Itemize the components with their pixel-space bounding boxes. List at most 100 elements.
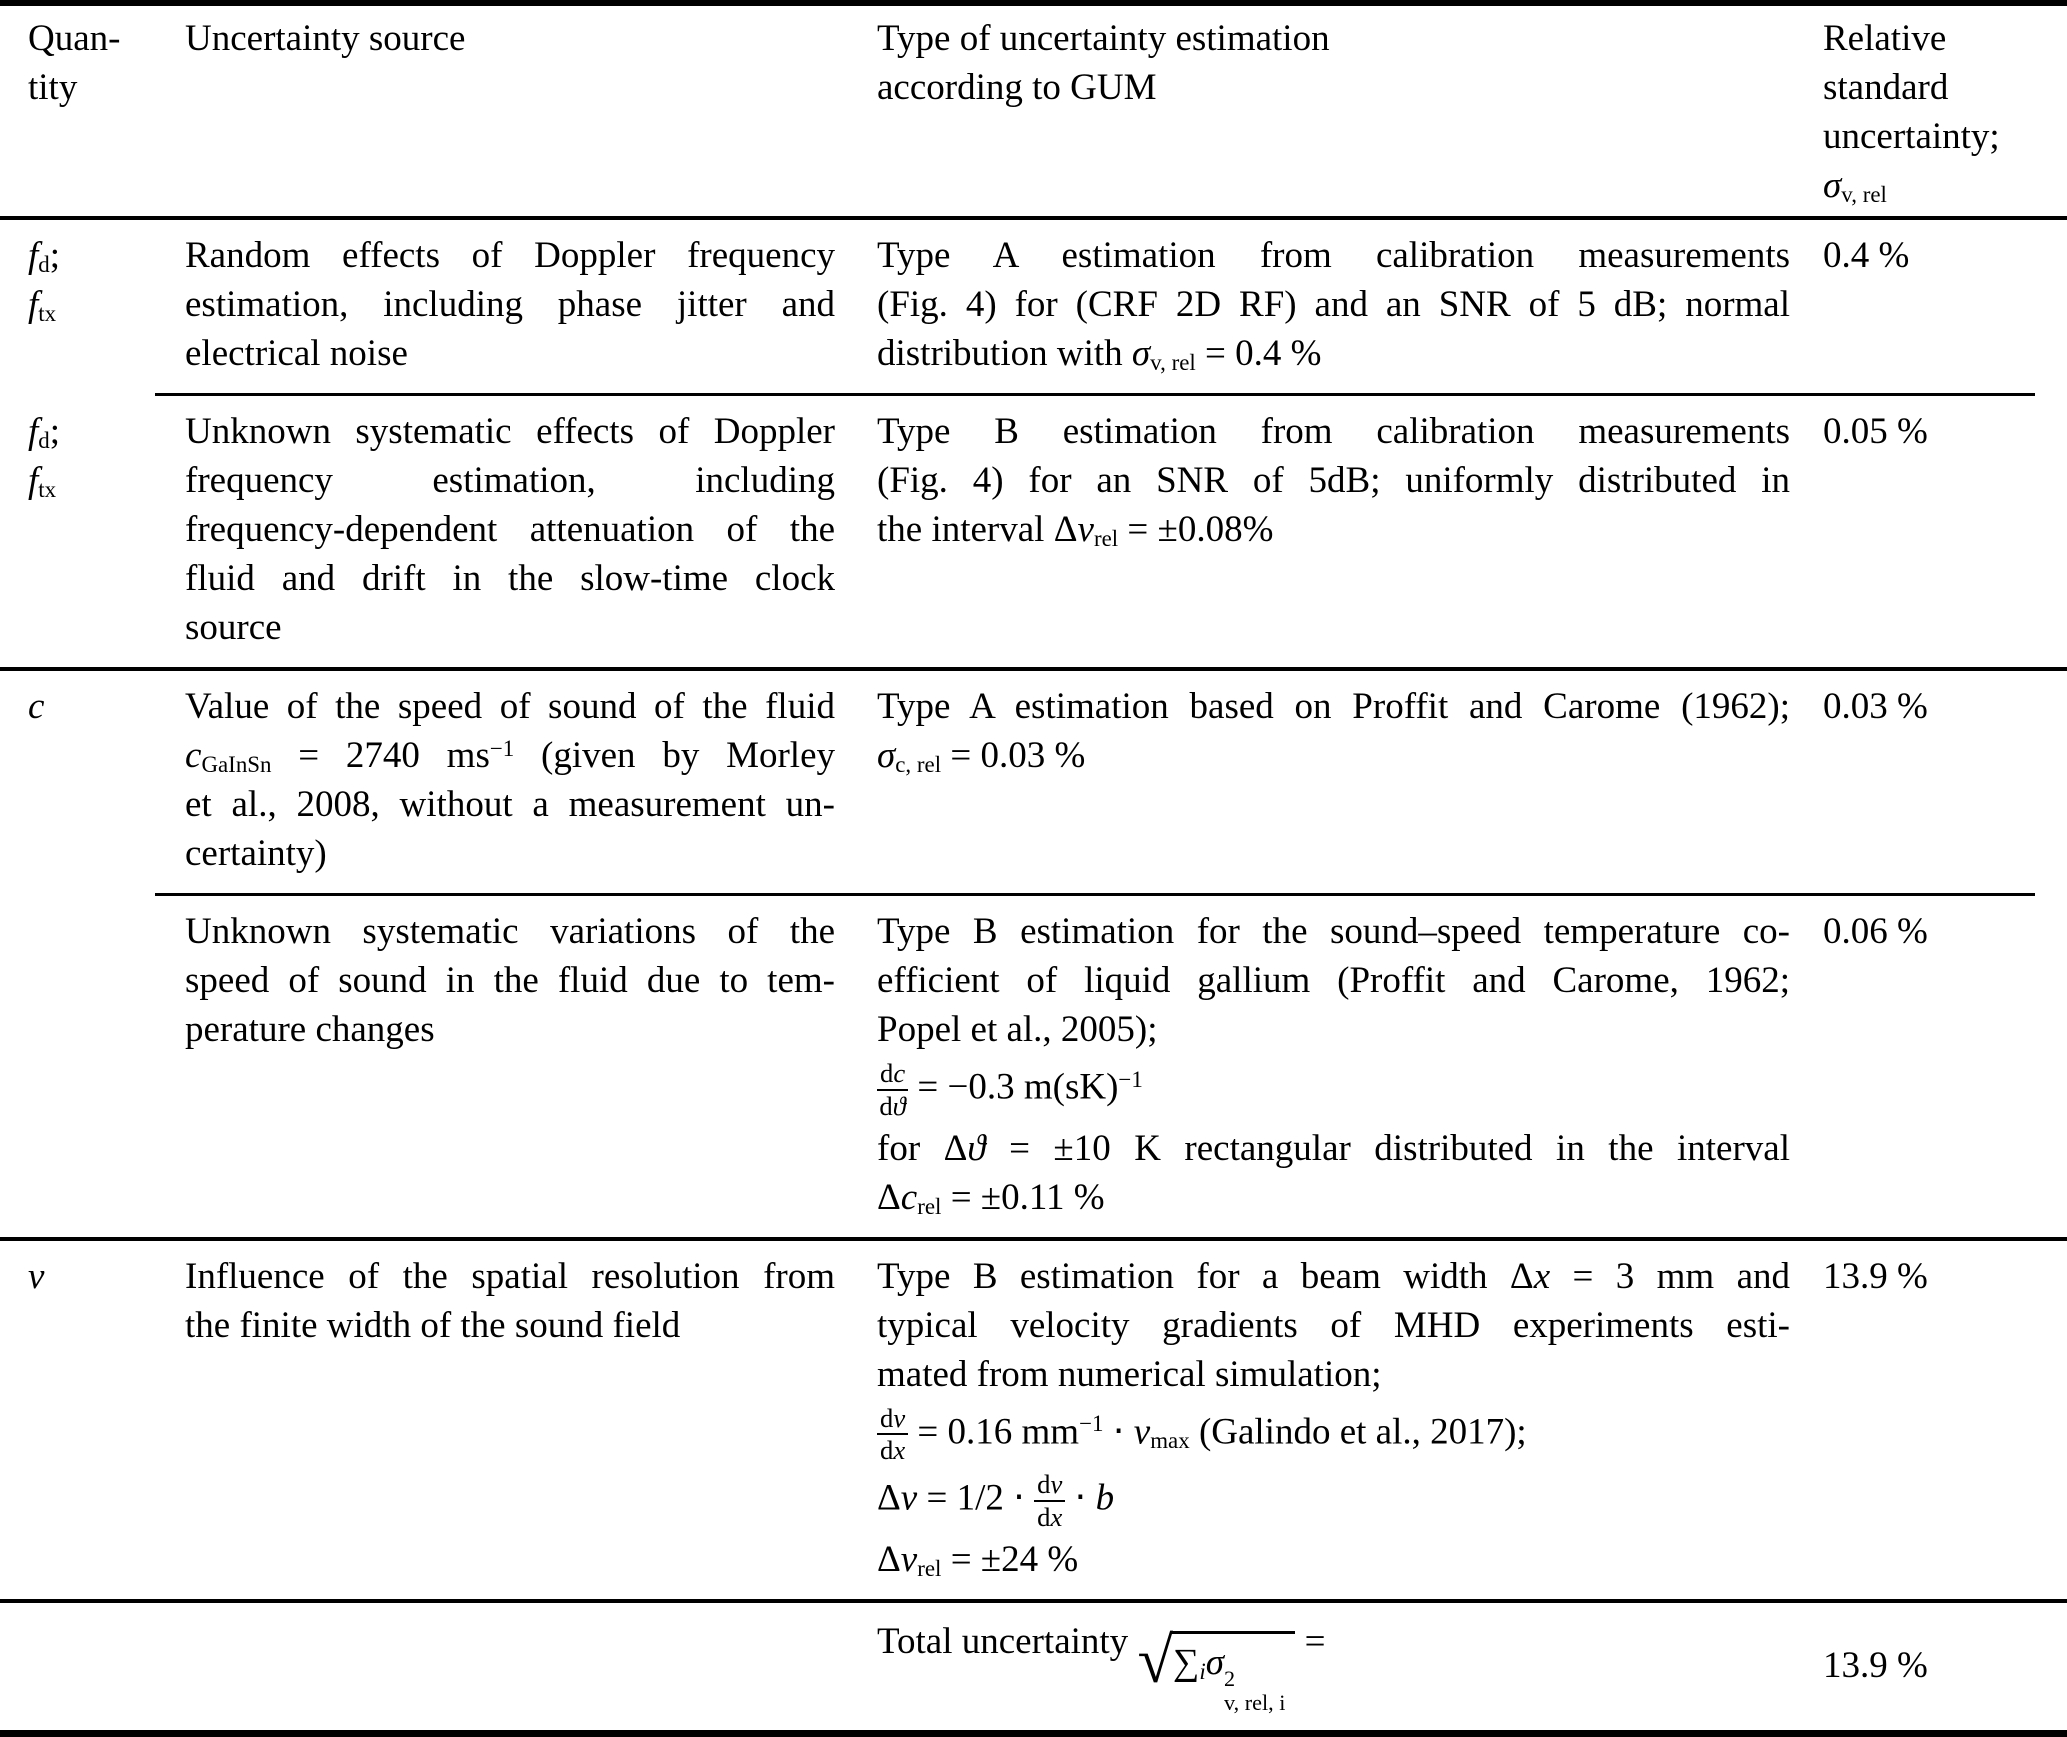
uncertainty-value-cell: 0.03 %	[1823, 682, 2067, 878]
quantity-cell: v	[0, 1252, 155, 1584]
text-line: Δv = 1/2 ⋅ dv dx ⋅ b	[877, 1469, 1115, 1532]
text-line: Total uncertainty √ ∑iσ 2 v, rel, i =	[877, 1620, 1326, 1715]
sup-sub-stack: 2 v, rel, i	[1224, 1666, 1286, 1715]
text-line: for Δϑ = ±10 K rectangular distributed i…	[877, 1127, 1790, 1169]
text-line: distribution with σv, rel = 0.4 %	[877, 333, 1322, 376]
text-line: mated from numerical simulation;	[877, 1353, 1382, 1395]
uncertainty-value-cell: 0.06 %	[1823, 907, 2067, 1222]
row-doppler-random: fd; ftx Random effects of Doppler frequenc…	[0, 220, 2067, 393]
text-line: standard	[1823, 67, 1949, 108]
square-root: √ ∑iσ 2 v, rel, i	[1137, 1625, 1296, 1715]
text-line: certainty)	[185, 833, 327, 874]
text-line: Unknown systematic effects of Doppler	[185, 411, 835, 452]
radical-icon: √	[1137, 1625, 1173, 1698]
text-line: Relative	[1823, 18, 1947, 59]
text-line: Type B estimation from calibration measu…	[877, 411, 1790, 452]
text-line: fluid and drift in the slow-time clock	[185, 558, 835, 599]
text-line: σv, rel	[1823, 165, 1887, 208]
text-line: cGaInSn = 2740 ms−1 (given by Morley	[185, 735, 836, 778]
table-header-row: Quan-tity Uncertainty source Type of uncer…	[0, 6, 2067, 216]
text-line: frequency-dependent attenuation of the	[185, 509, 835, 550]
source-cell: Unknown systematic variations of the spee…	[155, 907, 877, 1222]
text-line: perature changes	[185, 1009, 435, 1050]
source-cell: Value of the speed of sound of the fluid…	[155, 682, 877, 878]
header-estimation-type: Type of uncertainty estimation according …	[877, 14, 1823, 210]
text-line: ftx	[28, 460, 57, 503]
text-line: Type B estimation for the sound–speed te…	[877, 911, 1790, 952]
text-line: v	[28, 1255, 45, 1297]
text-line: speed of sound in the fluid due to tem-	[185, 960, 835, 1001]
text-line: Unknown systematic variations of the	[185, 911, 835, 952]
uncertainty-value-cell: 13.9 %	[1823, 1252, 2067, 1584]
row-speed-of-sound-value: c Value of the speed of sound of the flui…	[0, 671, 2067, 893]
text-line: 13.9 %	[1823, 1255, 1928, 1297]
uncertainty-value-cell: 0.05 %	[1823, 407, 2067, 652]
text-line: Random effects of Doppler frequency	[185, 235, 835, 276]
text-line: the finite width of the sound field	[185, 1304, 681, 1346]
table-rule-top	[0, 0, 2067, 6]
estimation-cell: Type A estimation based on Proffit and C…	[877, 682, 1823, 878]
text-line: Δcrel = ±0.11 %	[877, 1176, 1105, 1219]
source-cell: Unknown systematic effects of Doppler fre…	[155, 407, 877, 652]
text-line: ftx	[28, 284, 57, 327]
estimation-cell: Type B estimation from calibration measu…	[877, 407, 1823, 652]
text-line: Type A estimation from calibration measu…	[877, 235, 1790, 276]
table-rule-full	[0, 667, 2067, 671]
quantity-cell: c	[0, 682, 155, 878]
text-line: Type A estimation based on Proffit and C…	[877, 686, 1790, 727]
quantity-cell	[0, 907, 155, 1222]
table-rule-cmid	[155, 393, 2035, 396]
fraction: dc dϑ	[877, 1059, 909, 1121]
text-line: the interval Δvrel = ±0.08%	[877, 509, 1274, 552]
text-line: dc dϑ = −0.3 m(sK)−1	[877, 1059, 1790, 1121]
source-cell: Random effects of Doppler frequency estim…	[155, 231, 877, 378]
text-line: 13.9 %	[1823, 1644, 1928, 1686]
table-rule-head	[0, 216, 2067, 220]
text-line: typical velocity gradients of MHD experi…	[877, 1304, 1790, 1346]
text-line: fd;	[28, 411, 61, 454]
header-uncertainty-source: Uncertainty source	[155, 14, 877, 210]
estimation-cell: Type B estimation for a beam width Δx = …	[877, 1252, 1823, 1584]
row-speed-of-sound-temperature: Unknown systematic variations of the spee…	[0, 896, 2067, 1237]
text-line: 0.03 %	[1823, 686, 1928, 727]
source-cell: Influence of the spatial resolution from…	[155, 1252, 877, 1584]
text-line: (Fig. 4) for an SNR of 5dB; uniformly di…	[877, 460, 1790, 501]
text-line: c	[28, 686, 45, 727]
text-line: frequency estimation, including	[185, 460, 835, 501]
uncertainty-value-cell: 13.9 %	[1823, 1641, 2067, 1690]
estimation-cell: Type B estimation for the sound–speed te…	[877, 907, 1823, 1222]
quantity-cell: fd; ftx	[0, 407, 155, 652]
uncertainty-value-cell: 0.4 %	[1823, 231, 2067, 378]
text-line: (Fig. 4) for (CRF 2D RF) and an SNR of 5…	[877, 284, 1790, 325]
header-relative-uncertainty: Relative standard uncertainty; σv, rel	[1823, 14, 2067, 210]
text-line: et al., 2008, without a measurement un-	[185, 784, 835, 825]
text-line: Influence of the spatial resolution from	[185, 1255, 835, 1297]
row-doppler-systematic: fd; ftx Unknown systematic effects of Dopp…	[0, 396, 2067, 667]
table-rule-full	[0, 1598, 2067, 1603]
text-line: source	[185, 607, 282, 648]
text-line: Type of uncertainty estimation	[877, 18, 1330, 59]
text-line: Type B estimation for a beam width Δx = …	[877, 1255, 1790, 1297]
text-line: σc, rel = 0.03 %	[877, 735, 1086, 778]
text-line: tity	[28, 67, 78, 108]
row-total-uncertainty: Total uncertainty √ ∑iσ 2 v, rel, i = 13.9 %	[0, 1603, 2067, 1730]
text-line: Popel et al., 2005);	[877, 1009, 1158, 1050]
text-line: uncertainty;	[1823, 116, 2000, 157]
estimation-cell: Type A estimation from calibration measu…	[877, 231, 1823, 378]
text-line: electrical noise	[185, 333, 408, 374]
fraction: dv dx	[1034, 1470, 1066, 1532]
text-line: estimation, including phase jitter and	[185, 284, 835, 325]
text-line: 0.06 %	[1823, 911, 1928, 952]
header-quantity: Quan-tity	[0, 14, 155, 210]
text-line: fd;	[28, 235, 61, 278]
estimation-cell: Total uncertainty √ ∑iσ 2 v, rel, i =	[877, 1617, 1823, 1714]
text-line: dv dx = 0.16 mm−1 ⋅ vmax (Galindo et al.,…	[877, 1403, 1790, 1466]
text-line: 0.4 %	[1823, 235, 1910, 276]
text-line: efficient of liquid gallium (Proffit and…	[877, 960, 1790, 1001]
text-line: according to GUM	[877, 67, 1157, 108]
table-rule-cmid	[155, 893, 2035, 896]
text-line: Value of the speed of sound of the fluid	[185, 686, 835, 727]
text-line: Uncertainty source	[185, 18, 466, 59]
row-spatial-resolution: v Influence of the spatial resolution fro…	[0, 1241, 2067, 1599]
